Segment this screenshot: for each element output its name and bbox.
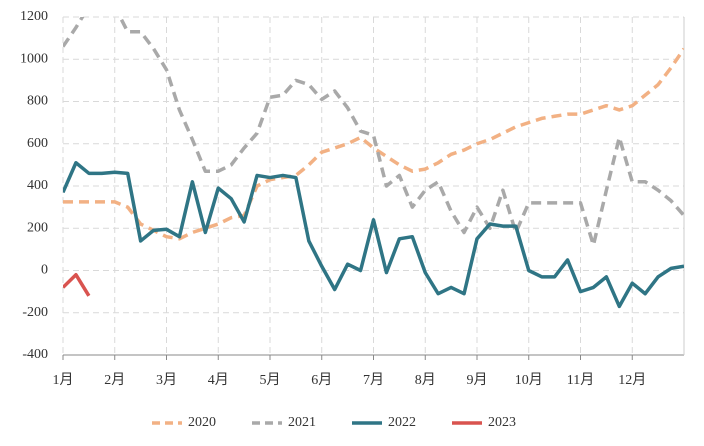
legend-label: 2020 [188, 415, 216, 430]
series-line [63, 161, 684, 309]
y-tick-label: -200 [22, 305, 48, 320]
y-tick-label: -400 [22, 347, 48, 362]
x-tick-label: 9月 [467, 372, 488, 388]
x-tick-label: 12月 [618, 372, 646, 388]
x-tick-label: 1月 [53, 372, 74, 388]
legend-label: 2022 [388, 415, 416, 430]
x-tick-label: 6月 [311, 372, 332, 388]
x-tick-label: 10月 [515, 372, 543, 388]
series-line [63, 17, 684, 247]
x-tick-label: 3月 [156, 372, 177, 388]
x-tick-label: 4月 [208, 372, 229, 388]
y-tick-label: 200 [27, 220, 48, 235]
x-tick-label: 11月 [567, 372, 594, 388]
y-tick-label: 800 [27, 94, 48, 109]
y-tick-label: 400 [27, 178, 48, 193]
y-tick-label: 0 [41, 263, 48, 278]
series-line [63, 47, 684, 241]
x-tick-label: 5月 [260, 372, 281, 388]
plot [63, 17, 684, 309]
y-tick-label: 1000 [20, 51, 48, 66]
y-tick-label: 600 [27, 136, 48, 151]
series-line [63, 272, 91, 297]
x-tick-label: 8月 [415, 372, 436, 388]
y-tick-label: 1200 [20, 9, 48, 24]
legend-label: 2023 [488, 415, 516, 430]
x-tick-label: 2月 [104, 372, 125, 388]
x-tick-label: 7月 [363, 372, 384, 388]
legend-label: 2021 [288, 415, 316, 430]
